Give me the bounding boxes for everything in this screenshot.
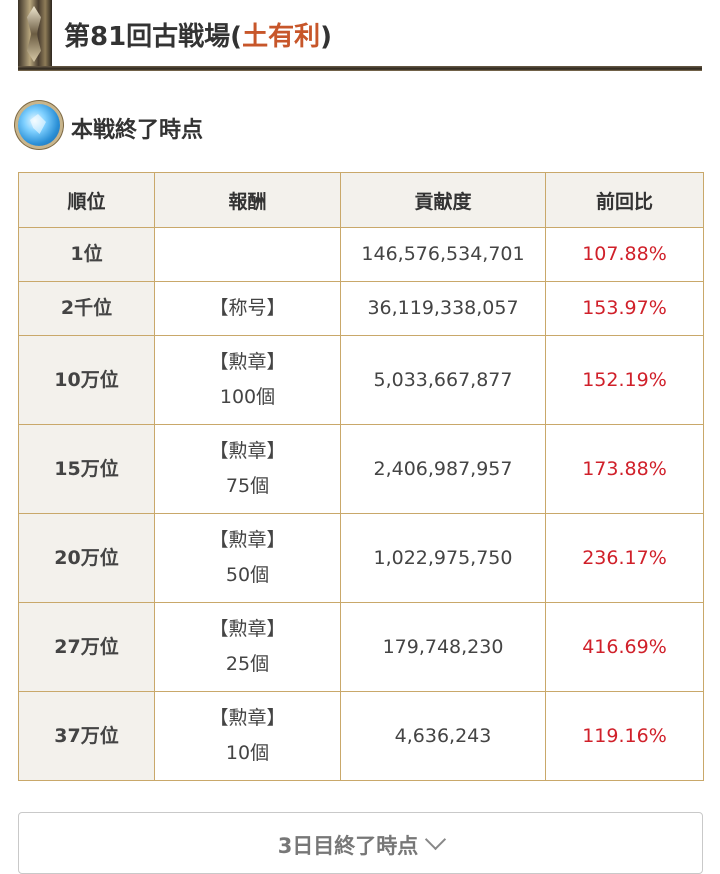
accordion-label: 3日目終了時点 bbox=[277, 834, 419, 858]
header-ratio: 前回比 bbox=[545, 172, 704, 228]
reward-line1: 【勲章】 bbox=[209, 707, 286, 729]
contribution-cell: 5,033,667,877 bbox=[340, 335, 546, 425]
page-header: 第81回古戦場(土有利) bbox=[18, 0, 702, 72]
contribution-cell: 1,022,975,750 bbox=[340, 513, 546, 603]
reward-line2: 50個 bbox=[225, 564, 270, 586]
reward-line1: 【勲章】 bbox=[209, 440, 286, 462]
table-row: 1位 146,576,534,701 107.88% bbox=[18, 227, 704, 282]
contribution-cell: 2,406,987,957 bbox=[340, 424, 546, 514]
reward-cell: 【勲章】 10個 bbox=[154, 691, 341, 781]
contribution-cell: 36,119,338,057 bbox=[340, 281, 546, 336]
reward-cell: 【勲章】 50個 bbox=[154, 513, 341, 603]
reward-line1: 【勲章】 bbox=[209, 351, 286, 373]
rank-cell: 37万位 bbox=[18, 691, 155, 781]
sword-ornament-icon bbox=[18, 0, 52, 70]
reward-cell: 【勲章】 100個 bbox=[154, 335, 341, 425]
ratio-cell: 173.88% bbox=[545, 424, 704, 514]
rank-cell: 1位 bbox=[18, 227, 155, 282]
contribution-cell: 179,748,230 bbox=[340, 602, 546, 692]
table-header-row: 順位 報酬 貢献度 前回比 bbox=[18, 172, 704, 228]
contribution-cell: 146,576,534,701 bbox=[340, 227, 546, 282]
reward-line1: 【勲章】 bbox=[209, 529, 286, 551]
rank-cell: 27万位 bbox=[18, 602, 155, 692]
day3-accordion-button[interactable]: 3日目終了時点 bbox=[18, 812, 703, 874]
reward-cell: 【勲章】 25個 bbox=[154, 602, 341, 692]
table-row: 10万位 【勲章】 100個 5,033,667,877 152.19% bbox=[18, 335, 704, 425]
contribution-cell: 4,636,243 bbox=[340, 691, 546, 781]
ranking-table: 順位 報酬 貢献度 前回比 1位 146,576,534,701 107.88%… bbox=[18, 172, 704, 781]
ratio-cell: 236.17% bbox=[545, 513, 704, 603]
title-underline bbox=[18, 66, 702, 71]
reward-line2: 100個 bbox=[219, 386, 276, 408]
crystal-orb-icon bbox=[18, 104, 60, 146]
header-reward: 報酬 bbox=[154, 172, 341, 228]
reward-line1: 【称号】 bbox=[209, 297, 286, 319]
page-title: 第81回古戦場(土有利) bbox=[64, 22, 332, 52]
reward-cell bbox=[154, 227, 341, 282]
table-row: 20万位 【勲章】 50個 1,022,975,750 236.17% bbox=[18, 513, 704, 603]
table-row: 27万位 【勲章】 25個 179,748,230 416.69% bbox=[18, 602, 704, 692]
ratio-cell: 107.88% bbox=[545, 227, 704, 282]
reward-cell: 【称号】 bbox=[154, 281, 341, 336]
section-title: 本戦終了時点 bbox=[71, 118, 204, 143]
ratio-cell: 153.97% bbox=[545, 281, 704, 336]
reward-line2: 75個 bbox=[225, 475, 270, 497]
reward-line1: 【勲章】 bbox=[209, 618, 286, 640]
chevron-down-icon bbox=[425, 828, 447, 851]
rank-cell: 15万位 bbox=[18, 424, 155, 514]
ratio-cell: 119.16% bbox=[545, 691, 704, 781]
reward-line2: 10個 bbox=[225, 742, 270, 764]
reward-line2: 25個 bbox=[225, 653, 270, 675]
title-accent: 土有利 bbox=[242, 22, 321, 52]
header-rank: 順位 bbox=[18, 172, 155, 228]
header-contribution: 貢献度 bbox=[340, 172, 546, 228]
rank-cell: 10万位 bbox=[18, 335, 155, 425]
reward-cell: 【勲章】 75個 bbox=[154, 424, 341, 514]
rank-cell: 2千位 bbox=[18, 281, 155, 336]
rank-cell: 20万位 bbox=[18, 513, 155, 603]
ratio-cell: 152.19% bbox=[545, 335, 704, 425]
accordion-label-wrap: 3日目終了時点 bbox=[19, 828, 702, 860]
ratio-cell: 416.69% bbox=[545, 602, 704, 692]
table-row: 15万位 【勲章】 75個 2,406,987,957 173.88% bbox=[18, 424, 704, 514]
table-row: 2千位 【称号】 36,119,338,057 153.97% bbox=[18, 281, 704, 336]
table-row: 37万位 【勲章】 10個 4,636,243 119.16% bbox=[18, 691, 704, 781]
